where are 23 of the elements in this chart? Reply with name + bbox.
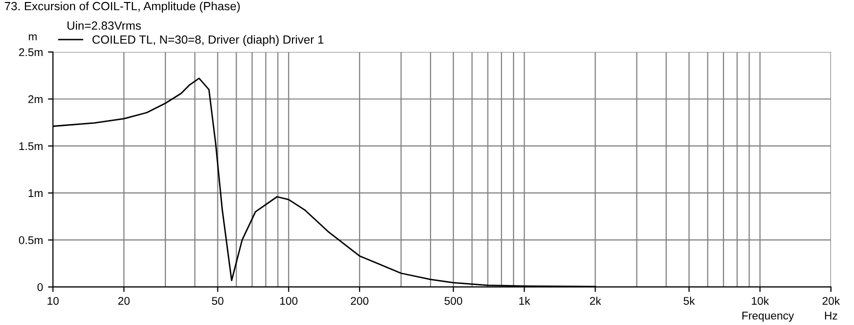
y-tick-label: 1m bbox=[28, 189, 42, 198]
x-tick-label: 20 bbox=[118, 296, 130, 305]
text: Hz bbox=[825, 312, 838, 320]
x-axis-title: Frequency bbox=[742, 312, 794, 322]
y-tick-label: 2.5m bbox=[19, 48, 42, 56]
x-tick-label: 100 bbox=[280, 296, 298, 305]
chart-title: 73. Excursion of COIL-TL, Amplitude (Phase) bbox=[4, 2, 240, 13]
x-tick-label: 50 bbox=[212, 296, 224, 305]
x-tick-label: 200 bbox=[350, 296, 368, 305]
y-tick-label: 2m bbox=[28, 95, 42, 104]
x-tick-label: 1k bbox=[519, 296, 530, 305]
x-tick-label: 2k bbox=[590, 296, 602, 305]
y-tick-label: 0.5m bbox=[18, 236, 42, 244]
x-tick-label: 5k bbox=[684, 296, 695, 305]
x-tick-label: 500 bbox=[444, 296, 462, 305]
x-tick-label: 20k bbox=[822, 296, 840, 305]
x-tick-label: 10 bbox=[48, 296, 59, 305]
y-tick-label: 0 bbox=[37, 283, 43, 292]
x-tick-label: 10k bbox=[752, 296, 769, 305]
legend-label: COILED TL, N=30=8, Driver (diaph) Driver 1 bbox=[92, 35, 324, 46]
y-axis-title: m bbox=[28, 34, 37, 40]
y-tick-label: 1.5m bbox=[19, 142, 42, 150]
chart-subtitle: Uin=2.83Vrms bbox=[68, 21, 141, 30]
